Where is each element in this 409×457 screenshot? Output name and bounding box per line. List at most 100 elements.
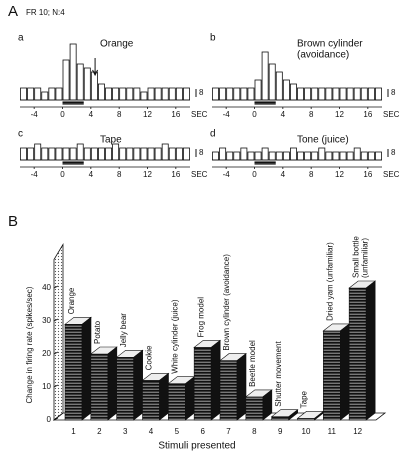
bar-label: Cookie [145, 345, 154, 370]
histogram-bar [325, 87, 333, 101]
histogram-bar [240, 87, 248, 101]
histogram-bar [119, 87, 127, 101]
histogram-bar [346, 87, 354, 101]
bar-front [219, 360, 238, 421]
x-axis-label: Stimuli presented [158, 441, 235, 452]
y-tick [53, 417, 59, 421]
histogram-bar [297, 151, 304, 161]
panel-letter: c [18, 129, 23, 140]
stimulus-marker [254, 101, 276, 105]
bar-front [142, 380, 160, 421]
histogram-bar [154, 147, 162, 161]
bar-front [64, 323, 83, 421]
histogram-bar [161, 143, 169, 161]
bar-front [323, 330, 341, 421]
histogram-bar [105, 147, 112, 161]
panel-letter: b [210, 33, 216, 44]
x-tick-label: 4 [149, 427, 154, 436]
histogram-bar [254, 151, 262, 161]
y-tick [53, 384, 59, 388]
histogram-bar [226, 87, 234, 101]
histogram-bar [27, 87, 35, 101]
histogram-bar [183, 87, 190, 101]
x-tick-label: -4 [223, 110, 231, 119]
bar-side [365, 280, 376, 421]
bar [244, 389, 273, 421]
histogram-bar [126, 87, 134, 101]
bar [270, 409, 299, 421]
x-unit: SEC [383, 170, 400, 179]
floor [52, 412, 387, 421]
panel-letter: A [8, 3, 18, 20]
x-tick-label: 16 [171, 110, 180, 119]
x-tick-label: 10 [302, 427, 311, 436]
histogram-bar [325, 151, 333, 161]
x-tick-label: 16 [171, 170, 180, 179]
stimulus-marker [254, 161, 276, 165]
histogram-bar [268, 63, 276, 101]
bar-label: (unfamiliar) [360, 238, 369, 278]
arrow [92, 58, 99, 77]
bar-label: Frog model [196, 297, 205, 338]
histogram-bar [69, 147, 77, 161]
bar-side [159, 372, 169, 421]
histogram-bar [212, 151, 219, 161]
histogram-bar [168, 147, 176, 161]
panel-title: Tone (juice) [297, 135, 349, 146]
histogram-bar [41, 91, 49, 101]
scale-bar-label: 8 [199, 148, 204, 157]
bar-front [116, 356, 134, 421]
histogram-bar [261, 147, 269, 161]
bar-label: Shutter movement [274, 341, 283, 407]
stimulus-marker [62, 161, 84, 165]
x-tick-label: 0 [60, 110, 65, 119]
bar [322, 323, 351, 421]
histogram-bar [126, 147, 134, 161]
histogram-bar [98, 83, 105, 101]
y-tick [53, 318, 59, 322]
histogram-bar [83, 67, 91, 101]
histogram-bar [247, 87, 255, 101]
x-tick-label: 8 [117, 170, 122, 179]
histogram-bar [147, 87, 155, 101]
histogram-bar [48, 147, 56, 161]
panel-letter: a [18, 33, 24, 44]
x-tick-label: -4 [31, 110, 39, 119]
histogram-bar [219, 87, 227, 101]
scale-bar-label: 8 [391, 148, 396, 157]
histogram-bar [76, 143, 84, 161]
y-tick [53, 285, 59, 289]
histogram-bar [332, 87, 340, 101]
x-tick-label: 8 [252, 427, 257, 436]
histogram-bar [247, 151, 255, 161]
x-tick-label: 6 [200, 427, 205, 436]
histogram-bar [261, 51, 269, 101]
x-tick-label: 4 [281, 170, 286, 179]
histogram-bar [147, 147, 155, 161]
bar-side [236, 352, 247, 421]
y-tick-label: 0 [47, 415, 52, 424]
histogram-bar [290, 83, 297, 101]
panel-title: Brown cylinder [297, 39, 363, 50]
histogram-bar [175, 87, 183, 101]
histogram-bar [83, 147, 91, 161]
histogram-bar [34, 87, 42, 101]
histogram-bar [76, 63, 84, 101]
bar-side [81, 316, 92, 421]
histogram-bar [268, 151, 276, 161]
x-tick-label: 11 [328, 427, 337, 436]
bar-label: Tape [300, 390, 309, 408]
panel-title: (avoidance) [297, 50, 349, 61]
bar-side [133, 349, 143, 421]
histogram-bar [233, 87, 241, 101]
x-tick-label: 16 [363, 110, 372, 119]
histogram-bar [240, 147, 248, 161]
histogram-bar [55, 147, 63, 161]
histogram-bar [375, 87, 382, 101]
x-tick-label: 16 [363, 170, 372, 179]
histogram-bar [226, 151, 234, 161]
histogram-bar [367, 87, 375, 101]
histogram-bar [119, 147, 127, 161]
histogram-bar [168, 87, 176, 101]
x-tick-label: 3 [123, 427, 128, 436]
